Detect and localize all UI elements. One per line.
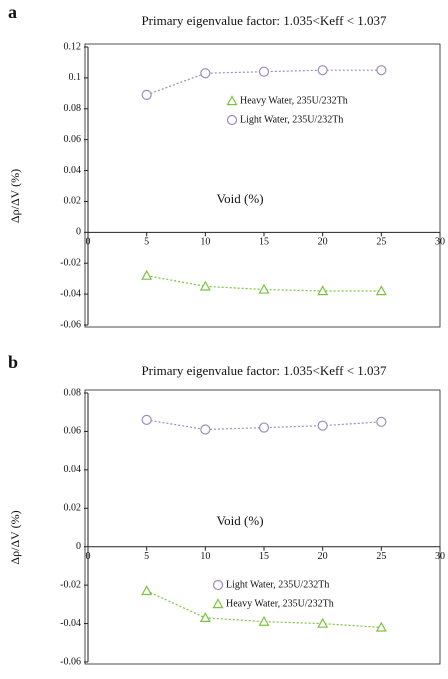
- marker: [375, 285, 387, 296]
- marker: [258, 66, 270, 77]
- marker: [375, 621, 387, 632]
- marker: [200, 424, 211, 435]
- legend-label: Light Water, 235U/232Th: [240, 114, 343, 125]
- y-tick-label: -0.04: [60, 288, 81, 299]
- x-tick-label: 30: [435, 237, 445, 248]
- x-tick-label: 5: [144, 237, 149, 248]
- series-line: [146, 274, 382, 292]
- marker: [141, 585, 153, 596]
- x-tick-label: 25: [376, 237, 386, 248]
- y-tick-label: 0.08: [64, 103, 82, 114]
- marker: [376, 65, 387, 76]
- series-line: [146, 419, 382, 431]
- y-axis-label: Δρ/ΔV (%): [8, 510, 22, 564]
- y-tick-label: 0.06: [64, 426, 82, 437]
- x-tick-label: 15: [259, 237, 269, 248]
- x-tick-label: 25: [376, 551, 386, 562]
- marker: [258, 283, 270, 294]
- y-tick-label: 0: [76, 227, 81, 238]
- marker: [258, 422, 270, 433]
- marker: [141, 269, 153, 280]
- marker: [317, 65, 328, 76]
- x-tick-label: 20: [318, 551, 328, 562]
- marker: [199, 612, 211, 623]
- legend-marker: [226, 95, 238, 106]
- y-tick-label: -0.02: [60, 258, 81, 269]
- y-tick-label: 0.02: [64, 196, 82, 207]
- x-tick-label: 10: [200, 237, 210, 248]
- marker: [317, 285, 329, 296]
- x-axis-label: Void (%): [216, 513, 263, 528]
- chart-title: Primary eigenvalue factor: 1.035<Keff < …: [141, 363, 387, 378]
- marker: [199, 280, 211, 291]
- y-axis-label: Δρ/ΔV (%): [8, 169, 22, 223]
- x-axis-label: Void (%): [216, 191, 263, 206]
- x-tick-label: 20: [318, 237, 328, 248]
- marker: [141, 414, 152, 425]
- y-tick-label: 0.04: [64, 464, 82, 475]
- marker: [258, 615, 270, 626]
- marker: [317, 617, 329, 628]
- x-tick-label: 30: [435, 551, 445, 562]
- legend-label: Heavy Water, 235U/232Th: [240, 95, 348, 106]
- marker: [317, 420, 328, 431]
- y-tick-label: 0.12: [64, 41, 82, 52]
- x-tick-label: 15: [259, 551, 269, 562]
- y-tick-label: 0.1: [69, 72, 82, 83]
- legend-label: Heavy Water, 235U/232Th: [226, 598, 334, 609]
- legend-marker: [226, 114, 238, 126]
- y-tick-label: 0.02: [64, 503, 82, 514]
- plot-frame: [84, 43, 441, 328]
- x-tick-label: 0: [86, 551, 91, 562]
- panel-label: b: [8, 352, 18, 372]
- y-tick-label: -0.02: [60, 579, 81, 590]
- y-tick-label: -0.06: [60, 656, 81, 667]
- y-tick-label: 0.06: [64, 134, 82, 145]
- marker: [141, 89, 152, 100]
- x-tick-label: 10: [200, 551, 210, 562]
- plot-frame: [84, 389, 441, 665]
- y-tick-label: -0.04: [60, 618, 81, 629]
- x-tick-label: 0: [86, 237, 91, 248]
- legend-marker: [212, 598, 224, 609]
- y-tick-label: 0: [76, 541, 81, 552]
- x-tick-label: 5: [144, 551, 149, 562]
- marker: [376, 416, 387, 427]
- legend-marker: [212, 579, 224, 591]
- panel-label: a: [8, 2, 17, 22]
- y-tick-label: 0.08: [64, 387, 82, 398]
- chart-title: Primary eigenvalue factor: 1.035<Keff < …: [141, 13, 387, 28]
- y-tick-label: 0.04: [64, 165, 82, 176]
- legend-label: Light Water, 235U/232Th: [226, 579, 329, 590]
- y-tick-label: -0.06: [60, 319, 81, 330]
- series-line: [146, 590, 382, 629]
- marker: [200, 68, 211, 79]
